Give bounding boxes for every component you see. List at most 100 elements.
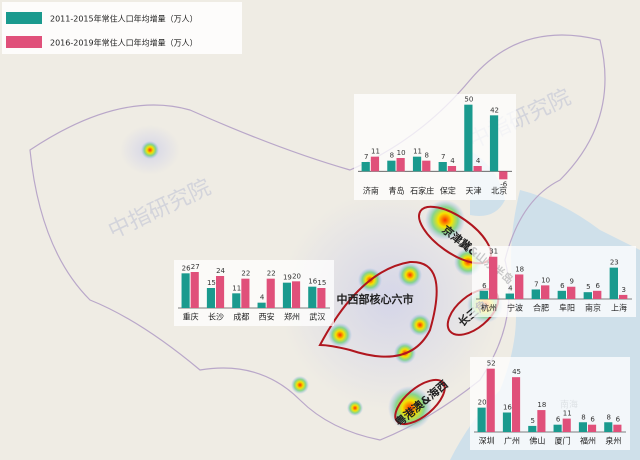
category-label: 宁波 bbox=[507, 303, 523, 313]
bar bbox=[257, 302, 266, 308]
value-label: 6 bbox=[590, 416, 595, 424]
bar bbox=[241, 278, 250, 308]
bar bbox=[370, 156, 380, 172]
bar bbox=[588, 424, 597, 432]
bar bbox=[499, 171, 508, 180]
value-label: 8 bbox=[607, 413, 611, 421]
value-label: 11 bbox=[563, 410, 572, 418]
bar bbox=[505, 293, 514, 299]
bar bbox=[537, 410, 546, 432]
category-label: 成都 bbox=[233, 312, 249, 322]
bar bbox=[578, 422, 587, 432]
value-label: 11 bbox=[232, 284, 241, 292]
category-label: 武汉 bbox=[309, 312, 325, 322]
value-label: 22 bbox=[267, 270, 276, 278]
region-label: 中西部核心六市 bbox=[337, 292, 414, 306]
legend-swatch bbox=[6, 12, 42, 24]
category-label: 福州 bbox=[580, 437, 596, 446]
bar bbox=[619, 294, 628, 299]
value-label: 8 bbox=[581, 413, 585, 421]
bar bbox=[206, 288, 215, 308]
bar bbox=[396, 158, 405, 172]
bar bbox=[489, 115, 499, 172]
bar bbox=[190, 272, 199, 308]
value-label: 9 bbox=[569, 278, 573, 286]
bar bbox=[181, 273, 190, 308]
bar bbox=[266, 278, 275, 308]
chart-background bbox=[354, 94, 516, 200]
category-label: 泉州 bbox=[605, 436, 621, 446]
legend-swatch bbox=[6, 36, 42, 48]
value-label: -6 bbox=[500, 180, 508, 188]
value-label: 6 bbox=[595, 282, 600, 290]
value-label: 42 bbox=[490, 106, 499, 114]
bar bbox=[479, 290, 488, 299]
legend-label: 2016-2019年常住人口年均增量（万人） bbox=[50, 38, 198, 48]
value-label: 20 bbox=[478, 399, 487, 407]
bar bbox=[557, 290, 566, 299]
chart-background bbox=[470, 357, 630, 450]
category-label: 保定 bbox=[440, 186, 456, 196]
category-label: 长沙 bbox=[208, 312, 224, 322]
value-label: 23 bbox=[610, 259, 619, 267]
value-label: 20 bbox=[292, 272, 301, 280]
category-label: 南京 bbox=[585, 303, 601, 313]
bar bbox=[528, 425, 537, 432]
bar bbox=[216, 276, 225, 308]
category-label: 天津 bbox=[466, 186, 482, 196]
bar bbox=[562, 418, 571, 432]
bar bbox=[361, 162, 370, 172]
category-label: 深圳 bbox=[479, 436, 495, 446]
value-label: 4 bbox=[508, 285, 513, 293]
bar bbox=[567, 286, 576, 299]
bar bbox=[412, 156, 422, 172]
value-label: 22 bbox=[241, 270, 250, 278]
bar bbox=[593, 290, 602, 299]
value-label: 10 bbox=[397, 149, 406, 157]
value-label: 5 bbox=[586, 283, 590, 291]
value-label: 7 bbox=[364, 153, 368, 161]
bar bbox=[282, 282, 291, 308]
value-label: 10 bbox=[541, 276, 550, 284]
bar bbox=[477, 407, 486, 432]
value-label: 24 bbox=[216, 267, 225, 275]
bar bbox=[604, 422, 613, 432]
legend-label: 2011-2015年常住人口年均增量（万人） bbox=[50, 14, 198, 24]
bar bbox=[292, 281, 301, 308]
value-label: 11 bbox=[413, 148, 422, 156]
heat-haze bbox=[120, 125, 500, 410]
border bbox=[29, 34, 606, 441]
chart-background bbox=[472, 246, 636, 317]
bar bbox=[308, 286, 317, 308]
value-label: 16 bbox=[308, 278, 317, 286]
value-label: 3 bbox=[621, 286, 625, 294]
bar bbox=[232, 293, 241, 308]
category-label: 杭州 bbox=[481, 303, 497, 313]
value-label: 4 bbox=[450, 157, 455, 165]
value-label: 5 bbox=[531, 417, 535, 425]
category-label: 石家庄 bbox=[410, 186, 434, 196]
value-label: 8 bbox=[425, 152, 429, 160]
value-label: 26 bbox=[182, 264, 191, 272]
category-label: 济南 bbox=[363, 186, 379, 196]
bar bbox=[447, 166, 457, 172]
bar bbox=[613, 424, 622, 432]
category-label: 合肥 bbox=[533, 303, 549, 313]
bar bbox=[422, 160, 431, 172]
value-label: 50 bbox=[464, 96, 473, 104]
bar bbox=[387, 160, 396, 172]
category-label: 西安 bbox=[259, 312, 275, 322]
bar bbox=[512, 377, 521, 432]
chart-background bbox=[174, 260, 334, 326]
value-label: 52 bbox=[487, 360, 496, 368]
value-label: 7 bbox=[534, 280, 538, 288]
category-label: 青岛 bbox=[389, 186, 405, 196]
category-label: 佛山 bbox=[529, 436, 545, 446]
category-label: 郑州 bbox=[284, 312, 300, 322]
value-label: 16 bbox=[503, 404, 512, 412]
bar bbox=[438, 162, 447, 172]
bar bbox=[583, 292, 592, 299]
value-label: 18 bbox=[515, 265, 524, 273]
category-label: 上海 bbox=[611, 303, 627, 313]
